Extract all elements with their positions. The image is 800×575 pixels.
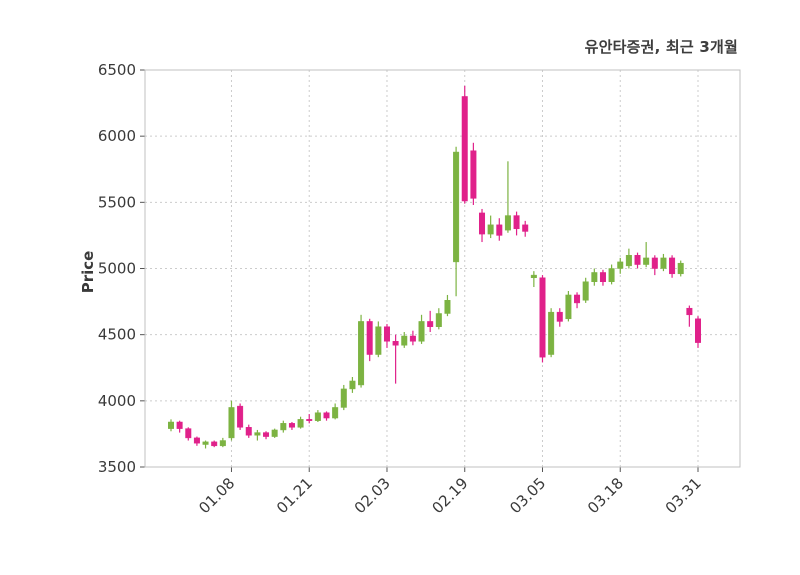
candle-body-up [530, 274, 537, 279]
y-tick-label: 4000 [98, 392, 136, 410]
candle-body-up [358, 321, 365, 386]
x-tick-label: 02.03 [351, 474, 394, 517]
candle-body-up [565, 294, 572, 320]
candle-body-up [168, 421, 174, 429]
candle-body-down [634, 255, 641, 265]
candle-body-down [556, 311, 563, 322]
candle-body-up [625, 255, 632, 267]
candle-body-down [323, 412, 330, 419]
candle-body-down [470, 150, 477, 199]
chart-title: 유안타증권, 최근 3개월 [584, 38, 738, 56]
candle-body-down [237, 405, 244, 428]
candle-body-down [427, 321, 434, 327]
candle-body-up [418, 321, 425, 342]
candle-body-down [211, 441, 218, 447]
candle-body-down [686, 307, 693, 316]
candle-body-down [513, 215, 520, 230]
candle-body-down [695, 318, 701, 343]
candle-body-up [617, 261, 624, 269]
candle-body-up [548, 311, 555, 355]
candle-body-down [599, 272, 606, 282]
candle-body-down [245, 427, 252, 436]
x-tick-label: 03.31 [662, 474, 705, 517]
candle-body-up [219, 440, 226, 447]
candle-body-up [677, 262, 684, 275]
x-tick-label: 03.18 [584, 474, 627, 517]
candle-body-up [435, 313, 442, 327]
candle-body-down [288, 423, 295, 428]
candle-body-down [366, 321, 373, 355]
candle-body-down [539, 277, 546, 358]
candle-body-down [409, 335, 416, 342]
candle-body-up [202, 441, 209, 445]
y-tick-label: 6500 [98, 61, 136, 79]
candle-body-down [176, 421, 183, 429]
candle-body-up [504, 215, 511, 231]
candle-body-up [591, 272, 598, 282]
candle-body-up [608, 268, 615, 282]
candle-body-up [280, 423, 287, 431]
candle-body-up [271, 429, 278, 437]
candle-body-up [487, 224, 494, 235]
candle-body-up [228, 407, 235, 439]
candle-body-down [392, 341, 399, 346]
candle-body-up [582, 281, 589, 301]
candle-body-down [263, 432, 270, 437]
candle-body-up [401, 335, 408, 346]
candle-body-down [669, 257, 676, 275]
y-tick-label: 5500 [98, 193, 136, 211]
candle-body-up [314, 412, 321, 421]
candle-body-down [461, 96, 468, 202]
candle-body-up [340, 388, 347, 408]
candle-body-up [643, 257, 650, 265]
x-tick-label: 02.19 [428, 474, 471, 517]
candle-body-up [444, 300, 451, 314]
candle-body-down [651, 257, 658, 269]
candle-body-up [349, 380, 356, 390]
candle-body-up [297, 419, 304, 428]
candle-body-down [479, 212, 486, 235]
candle-body-down [306, 419, 313, 421]
x-tick-label: 01.08 [195, 474, 238, 517]
candle-body-down [383, 326, 390, 342]
y-tick-label: 5000 [98, 260, 136, 278]
candle-body-down [193, 437, 200, 444]
x-tick-label: 01.21 [273, 474, 316, 517]
candle-body-down [496, 224, 503, 236]
candle-body-up [332, 407, 339, 419]
x-tick-label: 03.05 [506, 474, 549, 517]
y-tick-label: 3500 [98, 458, 136, 476]
candle-body-down [522, 224, 529, 232]
candle-body-down [574, 294, 581, 304]
plot-border [144, 69, 741, 468]
candle-body-up [375, 326, 382, 355]
y-tick-label: 4500 [98, 326, 136, 344]
candle-body-up [660, 257, 667, 269]
candle-body-up [453, 151, 460, 263]
candle-body-down [185, 428, 192, 439]
y-tick-label: 6000 [98, 127, 136, 145]
candle-body-up [254, 432, 261, 436]
